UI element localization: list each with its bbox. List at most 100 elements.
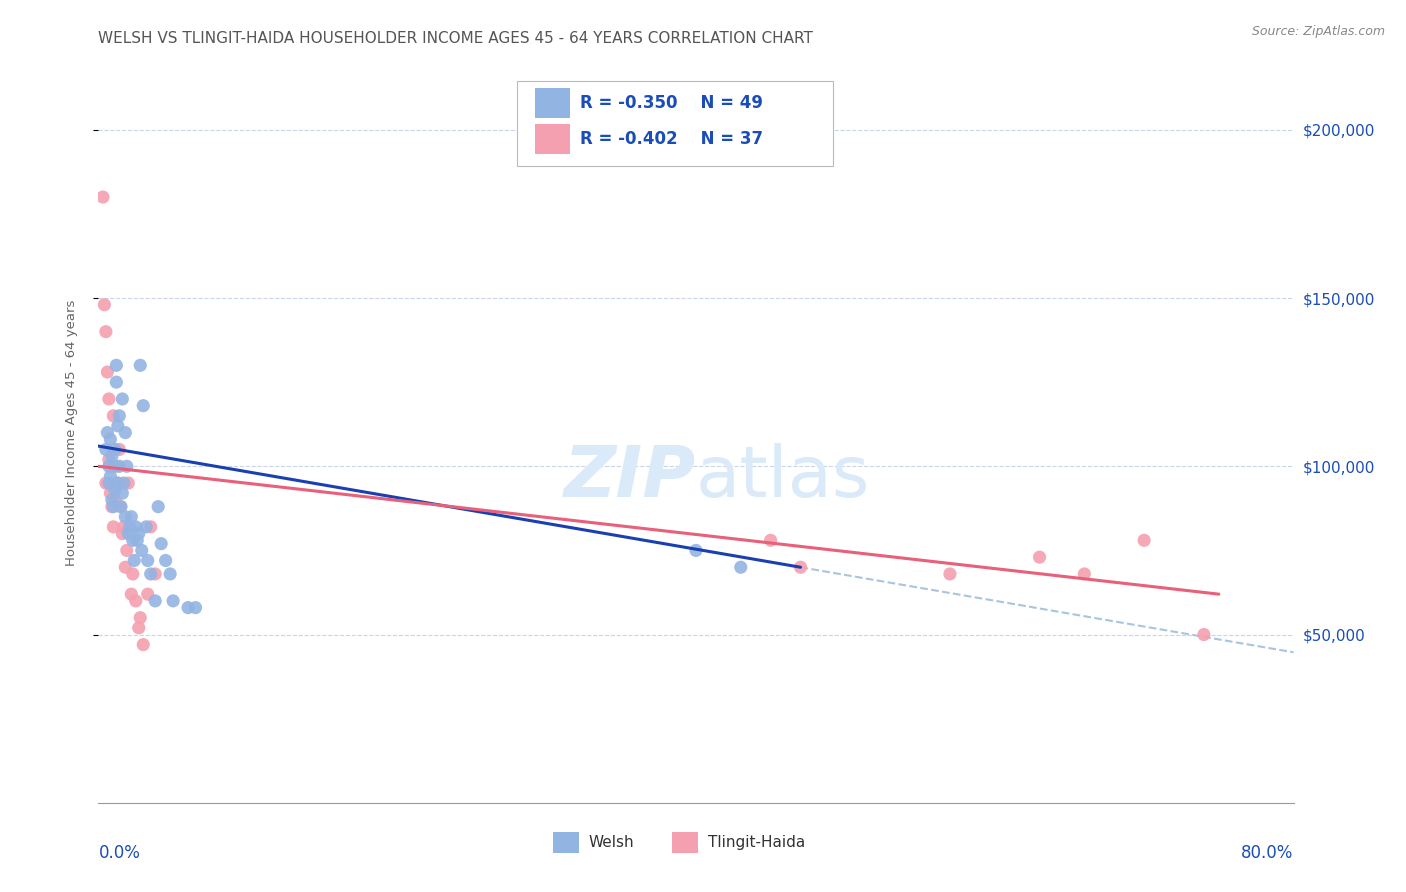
Text: Source: ZipAtlas.com: Source: ZipAtlas.com	[1251, 25, 1385, 38]
Point	[98, 433, 122, 447]
Text: 80.0%: 80.0%	[1241, 844, 1294, 862]
Point	[112, 476, 135, 491]
Point	[125, 520, 148, 534]
Point	[111, 526, 134, 541]
Point	[114, 509, 136, 524]
FancyBboxPatch shape	[534, 124, 571, 153]
Point	[114, 425, 136, 440]
Point	[131, 543, 153, 558]
Point	[97, 452, 120, 467]
Point	[97, 392, 120, 406]
Point	[143, 566, 166, 581]
Point	[108, 409, 131, 423]
Point	[97, 476, 120, 491]
Point	[117, 526, 139, 541]
Point	[97, 459, 120, 474]
Point	[132, 638, 155, 652]
Point	[91, 190, 114, 204]
Point	[108, 459, 131, 474]
Point	[148, 500, 170, 514]
Point	[139, 520, 162, 534]
Point	[120, 587, 142, 601]
Point	[125, 594, 148, 608]
Point	[120, 509, 142, 524]
Point	[759, 533, 782, 548]
Point	[115, 459, 138, 474]
Point	[136, 587, 159, 601]
Text: 0.0%: 0.0%	[98, 844, 141, 862]
Point	[129, 359, 152, 373]
Point	[685, 543, 707, 558]
Point	[105, 375, 128, 389]
Point	[93, 298, 115, 312]
Point	[111, 486, 134, 500]
Point	[136, 553, 159, 567]
Point	[159, 566, 181, 581]
Point	[94, 476, 117, 491]
FancyBboxPatch shape	[517, 81, 834, 166]
Point	[94, 325, 117, 339]
Point	[135, 520, 157, 534]
Point	[121, 566, 143, 581]
Point	[184, 600, 207, 615]
Text: R = -0.350    N = 49: R = -0.350 N = 49	[581, 95, 763, 112]
Point	[96, 365, 118, 379]
Text: R = -0.402    N = 37: R = -0.402 N = 37	[581, 129, 763, 148]
Point	[155, 553, 177, 567]
Point	[129, 610, 152, 624]
Point	[107, 418, 129, 433]
Point	[103, 520, 125, 534]
Y-axis label: Householder Income Ages 45 - 64 years: Householder Income Ages 45 - 64 years	[65, 300, 77, 566]
Point	[162, 594, 184, 608]
Text: Welsh: Welsh	[589, 835, 634, 850]
Point	[101, 449, 124, 463]
Point	[104, 483, 127, 497]
Point	[115, 543, 138, 558]
Text: WELSH VS TLINGIT-HAIDA HOUSEHOLDER INCOME AGES 45 - 64 YEARS CORRELATION CHART: WELSH VS TLINGIT-HAIDA HOUSEHOLDER INCOM…	[98, 31, 813, 46]
Point	[98, 486, 122, 500]
Point	[139, 566, 162, 581]
Point	[118, 520, 141, 534]
FancyBboxPatch shape	[534, 88, 571, 118]
Point	[96, 425, 118, 440]
Point	[128, 526, 150, 541]
Point	[132, 399, 155, 413]
Point	[121, 533, 143, 548]
Point	[104, 492, 127, 507]
Point	[127, 533, 149, 548]
Point	[730, 560, 752, 574]
Point	[114, 560, 136, 574]
Point	[101, 492, 124, 507]
Point	[101, 500, 124, 514]
Point	[117, 476, 139, 491]
Point	[1133, 533, 1156, 548]
Point	[112, 520, 135, 534]
Point	[105, 359, 128, 373]
Point	[103, 500, 125, 514]
Point	[111, 392, 134, 406]
Point	[124, 553, 146, 567]
Point	[108, 442, 131, 457]
Point	[103, 409, 125, 423]
Point	[94, 442, 117, 457]
Point	[1028, 550, 1050, 565]
Point	[110, 500, 132, 514]
Point	[1192, 627, 1215, 641]
Point	[177, 600, 200, 615]
Point	[107, 476, 129, 491]
Point	[939, 566, 962, 581]
Text: ZIP: ZIP	[564, 442, 696, 511]
Text: atlas: atlas	[696, 442, 870, 511]
Point	[128, 621, 150, 635]
Point	[789, 560, 811, 574]
FancyBboxPatch shape	[553, 832, 579, 853]
Point	[110, 500, 132, 514]
Point	[1073, 566, 1095, 581]
Point	[107, 476, 129, 491]
FancyBboxPatch shape	[672, 832, 699, 853]
Point	[103, 459, 125, 474]
Point	[104, 442, 127, 457]
Point	[105, 459, 128, 474]
Point	[150, 536, 173, 550]
Text: Tlingit-Haida: Tlingit-Haida	[709, 835, 806, 850]
